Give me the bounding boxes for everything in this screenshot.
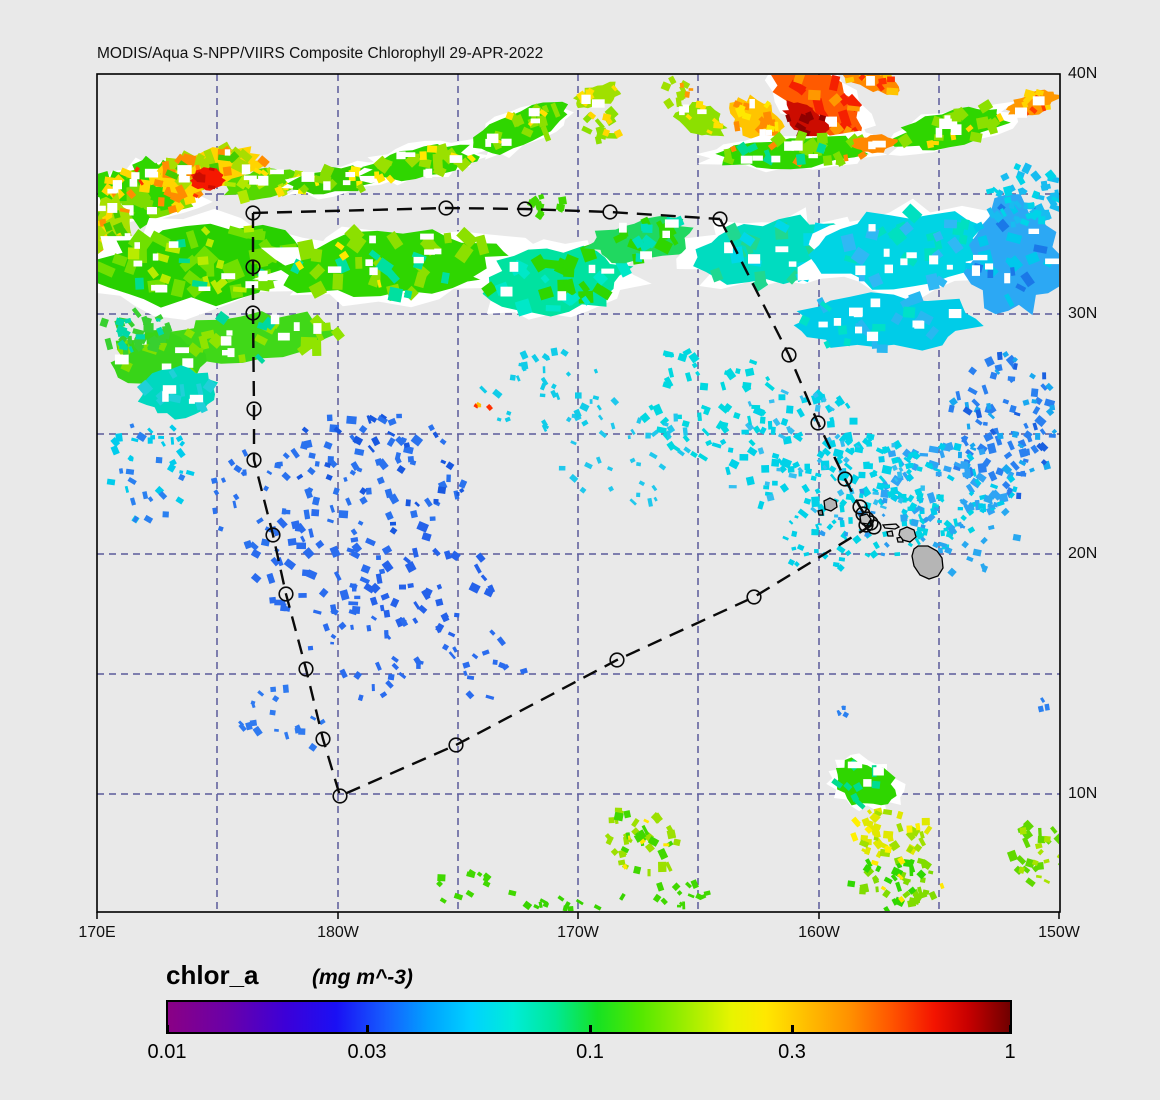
track-station-marker xyxy=(746,589,762,605)
island-molokai xyxy=(881,523,901,530)
colorbar-tick-label: 1 xyxy=(1004,1041,1016,1063)
colorbar-tick xyxy=(365,1025,369,1034)
lat-axis-label: 30N xyxy=(1068,305,1098,322)
colorbar-tick xyxy=(588,1025,592,1034)
track-station-marker xyxy=(712,211,728,227)
track-station-marker xyxy=(810,415,826,431)
island-lanai xyxy=(886,530,894,537)
colorbar-tick xyxy=(165,1025,169,1034)
colorbar-units: (mg m^-3) xyxy=(312,966,413,989)
colorbar-tick-label: 0.1 xyxy=(576,1041,604,1063)
track-station-marker xyxy=(609,652,625,668)
track-station-marker xyxy=(332,788,348,804)
lon-axis-label: 170W xyxy=(557,924,599,941)
island-niihau xyxy=(817,509,824,516)
track-station-marker xyxy=(278,586,294,602)
track-station-marker xyxy=(852,499,868,515)
island-oahu xyxy=(859,513,872,525)
map-title: MODIS/Aqua S-NPP/VIIRS Composite Chlorop… xyxy=(97,45,544,62)
track-station-marker xyxy=(265,527,281,543)
lat-axis-label: 20N xyxy=(1068,545,1098,562)
lat-axis-label: 40N xyxy=(1068,65,1098,82)
lon-axis-label: 180W xyxy=(317,924,359,941)
track-station-marker xyxy=(245,205,261,221)
chlorophyll-patches xyxy=(98,75,1059,911)
hawaiian-islands xyxy=(817,497,944,580)
track-station-marker xyxy=(298,661,314,677)
track-station-marker xyxy=(246,401,262,417)
track-station-marker xyxy=(246,452,262,468)
colorbar-tick-label: 0.3 xyxy=(778,1041,806,1063)
cruise-track xyxy=(245,200,882,804)
track-station-marker xyxy=(438,200,454,216)
track-station-marker xyxy=(866,519,882,535)
lon-axis-label: 160W xyxy=(798,924,840,941)
colorbar-tick xyxy=(790,1025,794,1034)
colorbar-tick-label: 0.03 xyxy=(347,1041,387,1063)
lon-axis-label: 170E xyxy=(78,924,116,941)
track-station-marker xyxy=(245,259,261,275)
island-hawaii xyxy=(911,545,944,580)
lon-axis-label: 150W xyxy=(1038,924,1080,941)
colorbar-tick-label: 0.01 xyxy=(147,1041,187,1063)
track-station-marker xyxy=(245,305,261,321)
colorbar-title: chlor_a xyxy=(166,960,259,990)
lat-axis-label: 10N xyxy=(1068,785,1098,802)
track-station-marker xyxy=(517,201,533,217)
track-station-marker xyxy=(837,471,853,487)
colorbar-tick xyxy=(1008,1025,1012,1034)
axis-ticks xyxy=(96,912,1060,919)
track-station-marker xyxy=(448,737,464,753)
track-station-marker xyxy=(781,347,797,363)
track-station-marker xyxy=(602,204,618,220)
track-station-marker xyxy=(315,731,331,747)
island-kauai xyxy=(823,497,838,512)
island-maui xyxy=(898,526,917,543)
